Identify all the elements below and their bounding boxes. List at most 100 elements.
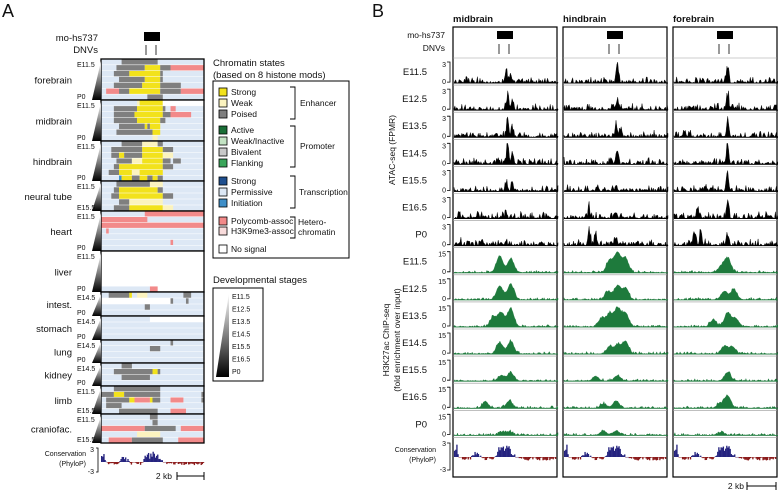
state-segment-P xyxy=(113,386,161,392)
conservation-bar-neg xyxy=(659,457,661,461)
conservation-bar-pos xyxy=(565,449,567,457)
tissue-block-midbrain: midbrain E11.5 P0 xyxy=(36,99,205,142)
conservation-bar-pos xyxy=(104,459,106,462)
conservation-bar-pos xyxy=(675,449,677,457)
h3k27ac-track-P0 xyxy=(453,429,559,436)
conservation-bar-neg xyxy=(195,462,198,464)
conservation-bar-pos xyxy=(584,451,586,457)
conservation-bar-neg xyxy=(596,457,599,459)
conservation-bar-neg xyxy=(704,457,706,461)
stage-wedge xyxy=(92,102,101,141)
state-segment-P xyxy=(149,345,161,352)
conservation-bar-neg xyxy=(118,462,120,464)
state-segment-P xyxy=(124,391,161,398)
conservation-bar-neg xyxy=(465,457,467,459)
conservation-bar-pos xyxy=(608,447,610,457)
state-segment-S xyxy=(137,117,161,124)
state-row xyxy=(101,357,204,363)
conservation-bar-pos xyxy=(502,446,505,457)
conservation-bar-pos xyxy=(145,457,147,462)
state-segment-P xyxy=(121,363,132,369)
state-segment-S xyxy=(119,187,158,193)
state-segment-P xyxy=(147,175,153,181)
conservation-bar-pos xyxy=(590,455,592,457)
conservation-bar-pos xyxy=(677,454,679,457)
state-segment-S xyxy=(129,292,132,298)
conservation-bar-neg xyxy=(647,457,650,460)
conservation-bar-neg xyxy=(685,457,687,459)
state-segment-S xyxy=(139,175,148,181)
legend-swatch-strong xyxy=(218,176,228,186)
tissue-label: intest. xyxy=(47,300,72,311)
stage-bottom-label: P0 xyxy=(77,334,86,341)
conservation-bar-neg xyxy=(709,457,711,459)
state-segment-P xyxy=(111,152,120,159)
stage-label: E11.5 xyxy=(403,257,427,268)
conservation-bar-neg xyxy=(467,457,469,460)
conservation-bar-neg xyxy=(171,462,174,463)
legend-swatch-permissive xyxy=(218,187,228,197)
stage-label: E12.5 xyxy=(402,284,427,295)
conservation-bar-neg xyxy=(199,462,201,463)
conservation-bar-neg xyxy=(636,457,638,461)
axis-tick: 0 xyxy=(442,133,446,140)
legend-swatch-no-signal xyxy=(218,244,228,254)
tissue-label: forebrain xyxy=(35,76,73,87)
conservation-bar-pos xyxy=(732,455,735,457)
state-segment-R xyxy=(170,397,184,403)
conservation-bar-neg xyxy=(107,462,110,465)
state-segment-S xyxy=(119,193,163,199)
h3k27ac-track-E15.5 xyxy=(453,370,559,382)
conservation-bar-neg xyxy=(131,462,134,463)
conservation-bar-pos xyxy=(727,447,729,457)
conservation-bar-neg xyxy=(111,462,113,464)
axis-tick: 15 xyxy=(438,387,446,394)
conservation-bar-neg xyxy=(760,457,762,458)
conservation-bar-neg xyxy=(463,457,465,460)
state-row xyxy=(101,334,204,340)
state-segment-S xyxy=(142,82,161,89)
axis-tick: 3 xyxy=(442,441,446,448)
stage-top-label: E11.5 xyxy=(77,144,95,151)
atac-track-E11.5 xyxy=(673,66,778,84)
conservation-bar-neg xyxy=(710,457,712,459)
state-segment-W xyxy=(149,181,163,187)
legend-item-label: Polycomb-assoc xyxy=(231,216,294,226)
conservation-bar-pos xyxy=(153,453,155,462)
legend-title: Chromatin states xyxy=(213,58,285,69)
state-segment-R xyxy=(149,286,158,292)
conservation-bar-neg xyxy=(663,457,666,458)
conservation-bar-neg xyxy=(532,457,534,460)
stage-label: E16.5 xyxy=(402,392,427,403)
conservation-bar-pos xyxy=(567,454,569,457)
state-segment-P xyxy=(113,163,120,170)
h3k27ac-track-E11.5 xyxy=(453,255,559,274)
state-segment-S xyxy=(144,76,161,83)
conservation-bar-pos xyxy=(729,448,731,457)
conservation-bar-pos xyxy=(510,454,512,457)
stage-label: E12.5 xyxy=(402,94,427,105)
stage-wedge xyxy=(92,365,101,386)
conservation-bar-neg xyxy=(652,457,654,461)
stage-wedge xyxy=(92,388,101,414)
h3k27ac-track-P0 xyxy=(563,429,669,436)
stage-label: E11.5 xyxy=(403,67,427,78)
conservation-bar-neg xyxy=(573,457,575,460)
conservation-bar-neg xyxy=(711,457,713,460)
state-row xyxy=(101,280,204,287)
conservation-bar-neg xyxy=(746,457,748,461)
conservation-bar-neg xyxy=(520,457,523,459)
conservation-bar-neg xyxy=(169,462,172,464)
state-row xyxy=(101,374,204,381)
conservation-bar-neg xyxy=(593,457,595,458)
conservation-bar-neg xyxy=(202,462,205,463)
conservation-bar-pos xyxy=(127,459,129,462)
conservation-bar-pos xyxy=(617,447,619,457)
conservation-bar-pos xyxy=(126,461,128,462)
conservation-bar-neg xyxy=(178,462,181,464)
tissue-block-hindbrain: hindbrain E11.5 P0 xyxy=(33,140,205,182)
state-segment-R xyxy=(180,425,204,432)
conservation-bar-neg xyxy=(575,457,577,459)
conservation-bar-pos xyxy=(473,455,475,457)
conservation-bar-neg xyxy=(594,457,596,461)
